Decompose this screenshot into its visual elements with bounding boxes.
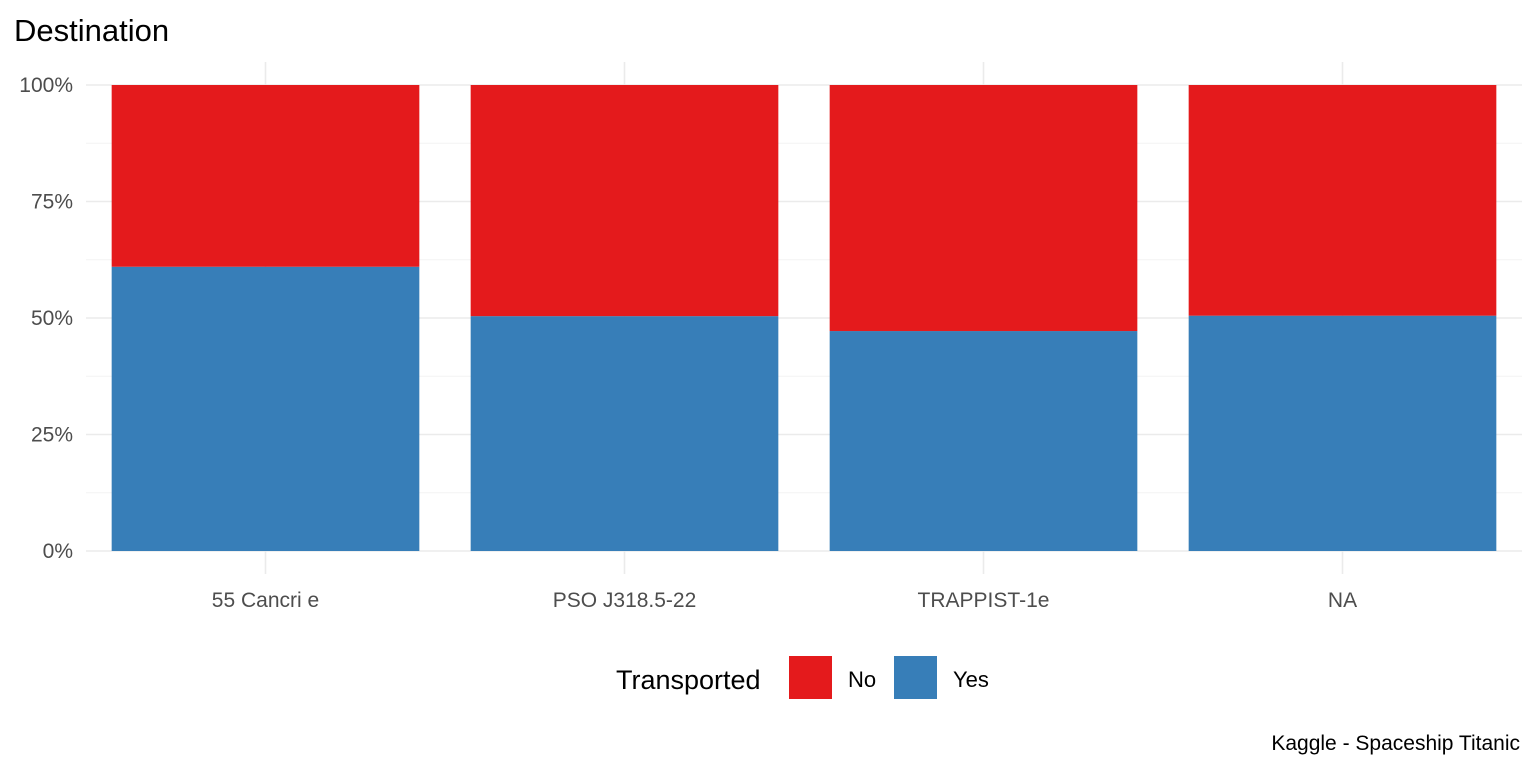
x-tick-label: 55 Cancri e: [212, 589, 319, 612]
x-tick-label: NA: [1328, 589, 1357, 612]
legend-swatch-no: [789, 656, 832, 699]
bars: [111, 85, 1497, 551]
legend-label-yes: Yes: [953, 667, 989, 692]
y-tick-label: 100%: [19, 74, 73, 97]
bar-no: [470, 85, 779, 317]
legend-title: Transported: [616, 665, 761, 695]
bar-no: [1188, 85, 1497, 316]
bar-yes: [470, 316, 779, 551]
bar-no: [829, 85, 1138, 332]
bar-yes: [111, 266, 420, 551]
legend-swatch-yes: [894, 656, 937, 699]
x-tick-label: PSO J318.5-22: [553, 589, 697, 612]
chart-caption: Kaggle - Spaceship Titanic: [1271, 732, 1520, 755]
x-tick-label: TRAPPIST-1e: [918, 589, 1050, 612]
bar-yes: [1188, 315, 1497, 551]
bar-yes: [829, 331, 1138, 551]
y-tick-label: 0%: [43, 540, 73, 563]
legend-label-no: No: [848, 667, 876, 692]
y-tick-label: 50%: [31, 307, 73, 330]
bar-no: [111, 85, 420, 267]
y-tick-label: 75%: [31, 191, 73, 214]
legend: Transported No Yes: [616, 656, 989, 699]
y-tick-label: 25%: [31, 424, 73, 447]
chart-title: Destination: [14, 13, 169, 48]
axis-labels: 0% 25% 50% 75% 100% 55 Cancri e PSO J318.5-22 T…: [19, 74, 1357, 612]
